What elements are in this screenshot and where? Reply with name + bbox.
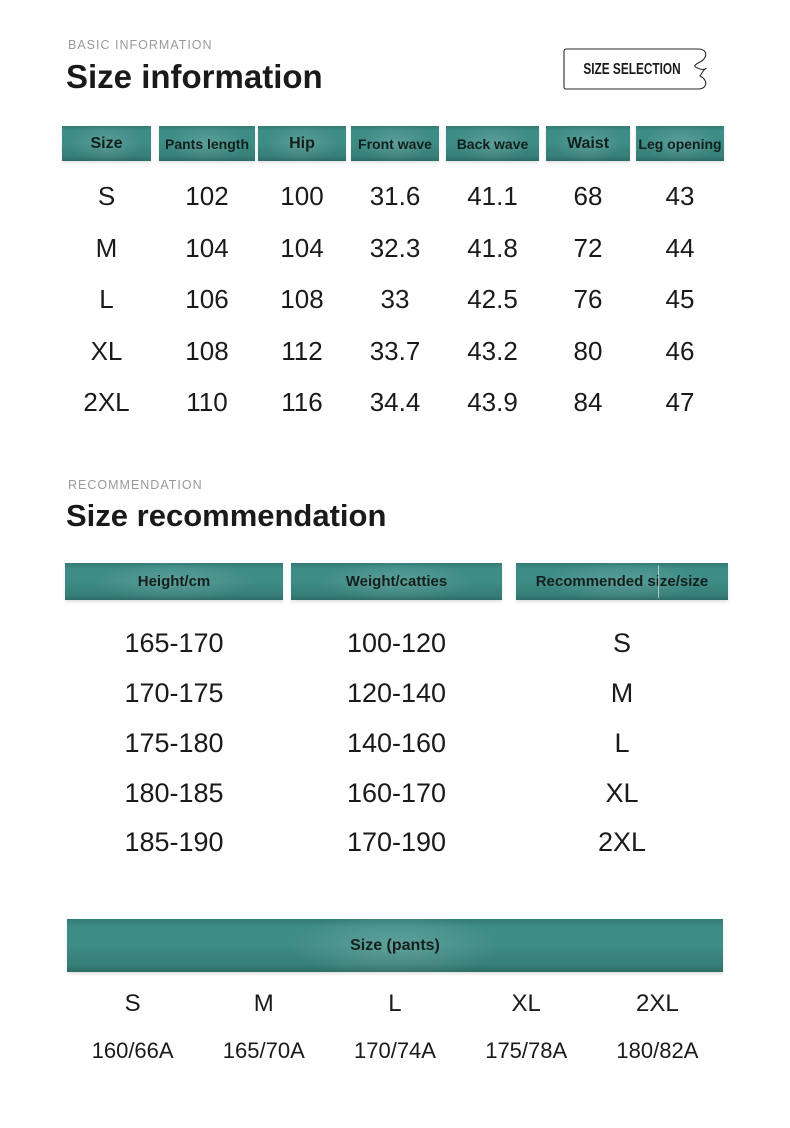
svg-text:SIZE SELECTION: SIZE SELECTION xyxy=(583,59,680,77)
